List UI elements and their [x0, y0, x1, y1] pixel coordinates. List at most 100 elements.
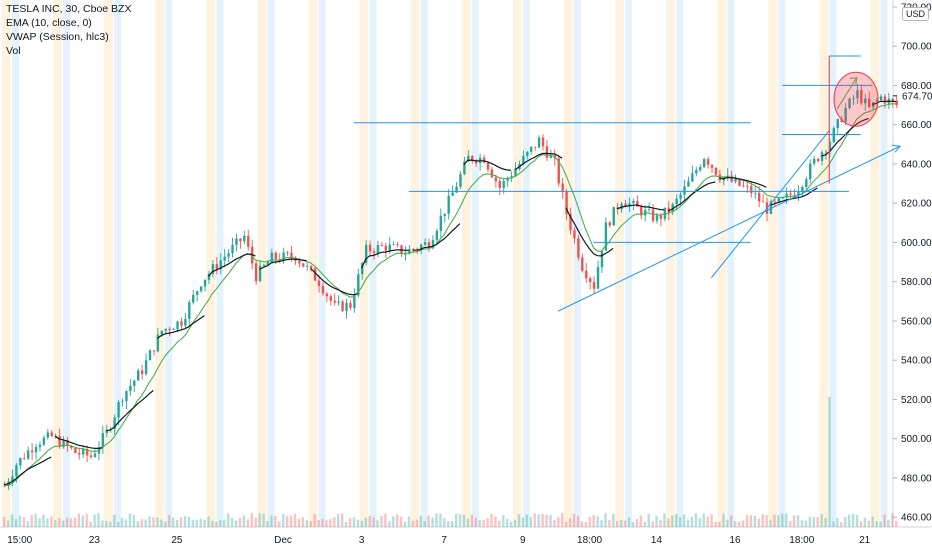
volume-bar: [781, 513, 784, 527]
price-tick-label: 660.00: [901, 120, 932, 131]
volume-bar: [160, 519, 163, 527]
session-band-pre: [615, 0, 625, 527]
volume-bar: [242, 515, 246, 527]
candle-body: [368, 244, 372, 252]
candle-body: [85, 449, 89, 456]
candle-body: [270, 252, 274, 263]
volume-bar: [694, 513, 698, 527]
candle-body: [435, 230, 439, 241]
volume-bar: [616, 521, 619, 527]
volume-bar: [289, 515, 293, 527]
candle-body: [262, 264, 266, 266]
volume-bar: [659, 520, 662, 527]
volume-bar: [360, 520, 364, 527]
volume-bar: [278, 521, 281, 527]
volume-bar: [230, 518, 234, 527]
volume-bar: [203, 519, 206, 527]
volume-bar: [30, 514, 33, 527]
volume-bar: [6, 520, 10, 527]
candle-body: [388, 244, 391, 251]
candle-body: [34, 447, 38, 453]
price-tick-label: 540.00: [901, 356, 932, 367]
candle-body: [46, 432, 50, 438]
candle-body: [184, 318, 187, 326]
candle-body: [219, 260, 222, 270]
volume-bar: [199, 518, 202, 527]
candle-body: [144, 360, 148, 375]
session-band-pre: [410, 0, 420, 527]
candle-body: [856, 90, 859, 99]
candle-body: [549, 155, 553, 158]
candle-body: [345, 303, 348, 312]
volume-bar: [612, 513, 615, 527]
volume-bar: [690, 516, 694, 527]
volume-bar: [435, 513, 438, 527]
session-band-pre: [717, 0, 727, 527]
candle-body: [258, 265, 262, 282]
currency-badge[interactable]: USD: [902, 7, 930, 21]
candle-body: [70, 445, 73, 448]
volume-bar: [647, 514, 650, 527]
candle-body: [875, 100, 879, 103]
volume-bar: [124, 519, 128, 527]
volume-bar: [769, 519, 772, 527]
volume-bar: [635, 518, 639, 527]
session-band-post: [12, 0, 19, 527]
volume-bar: [191, 519, 195, 527]
volume-bar: [891, 513, 894, 527]
candle-body: [152, 350, 156, 352]
candle-body: [125, 391, 128, 402]
candle-body: [353, 295, 356, 308]
session-band-post: [420, 0, 428, 527]
volume-bar: [431, 517, 434, 527]
volume-bar: [686, 519, 690, 527]
candle-body: [691, 173, 694, 182]
volume-bar: [474, 517, 477, 527]
candle-body: [78, 452, 81, 455]
volume-bar: [458, 514, 462, 527]
volume-bar: [627, 517, 631, 527]
candle-body: [337, 301, 340, 303]
volume-bar: [120, 517, 124, 527]
volume-bar: [777, 515, 780, 527]
volume-indicator-label[interactable]: Vol: [6, 45, 21, 57]
candle-body: [341, 301, 344, 312]
volume-bar: [470, 514, 474, 527]
volume-bar: [46, 518, 49, 527]
candle-body: [565, 191, 568, 214]
candle-body: [243, 235, 246, 242]
ema-indicator-label[interactable]: EMA (10, close, 0): [6, 17, 92, 29]
candle-body: [211, 264, 215, 274]
candle-body: [592, 282, 596, 289]
volume-bar: [620, 520, 623, 527]
volume-bar: [380, 516, 383, 527]
candle-body: [38, 444, 42, 448]
time-tick-label: 15:00: [7, 535, 32, 546]
candle-body: [286, 252, 289, 254]
volume-bar: [317, 519, 320, 527]
ema-line: [3, 103, 897, 487]
candle-body: [537, 137, 541, 148]
volume-bar: [152, 517, 155, 527]
trend-line: [557, 145, 901, 312]
candle-body: [101, 433, 105, 448]
candle-body: [133, 380, 136, 386]
volume-bar: [875, 521, 878, 527]
candle-body: [738, 178, 741, 186]
candle-body: [699, 167, 702, 171]
candle-body: [372, 251, 376, 254]
candle-body: [408, 249, 411, 255]
vwap-indicator-label[interactable]: VWAP (Session, hlc3): [6, 31, 109, 43]
volume-bar: [18, 515, 22, 527]
volume-bar: [61, 520, 65, 527]
volume-bar: [800, 520, 804, 527]
volume-bar: [525, 514, 529, 527]
volume-bar: [663, 513, 666, 527]
candle-body: [26, 450, 30, 459]
symbol-title[interactable]: TESLA INC, 30, Cboe BZX: [6, 3, 132, 15]
volume-bar: [549, 515, 552, 527]
volume-bar: [246, 519, 250, 527]
session-band-pre: [206, 0, 216, 527]
